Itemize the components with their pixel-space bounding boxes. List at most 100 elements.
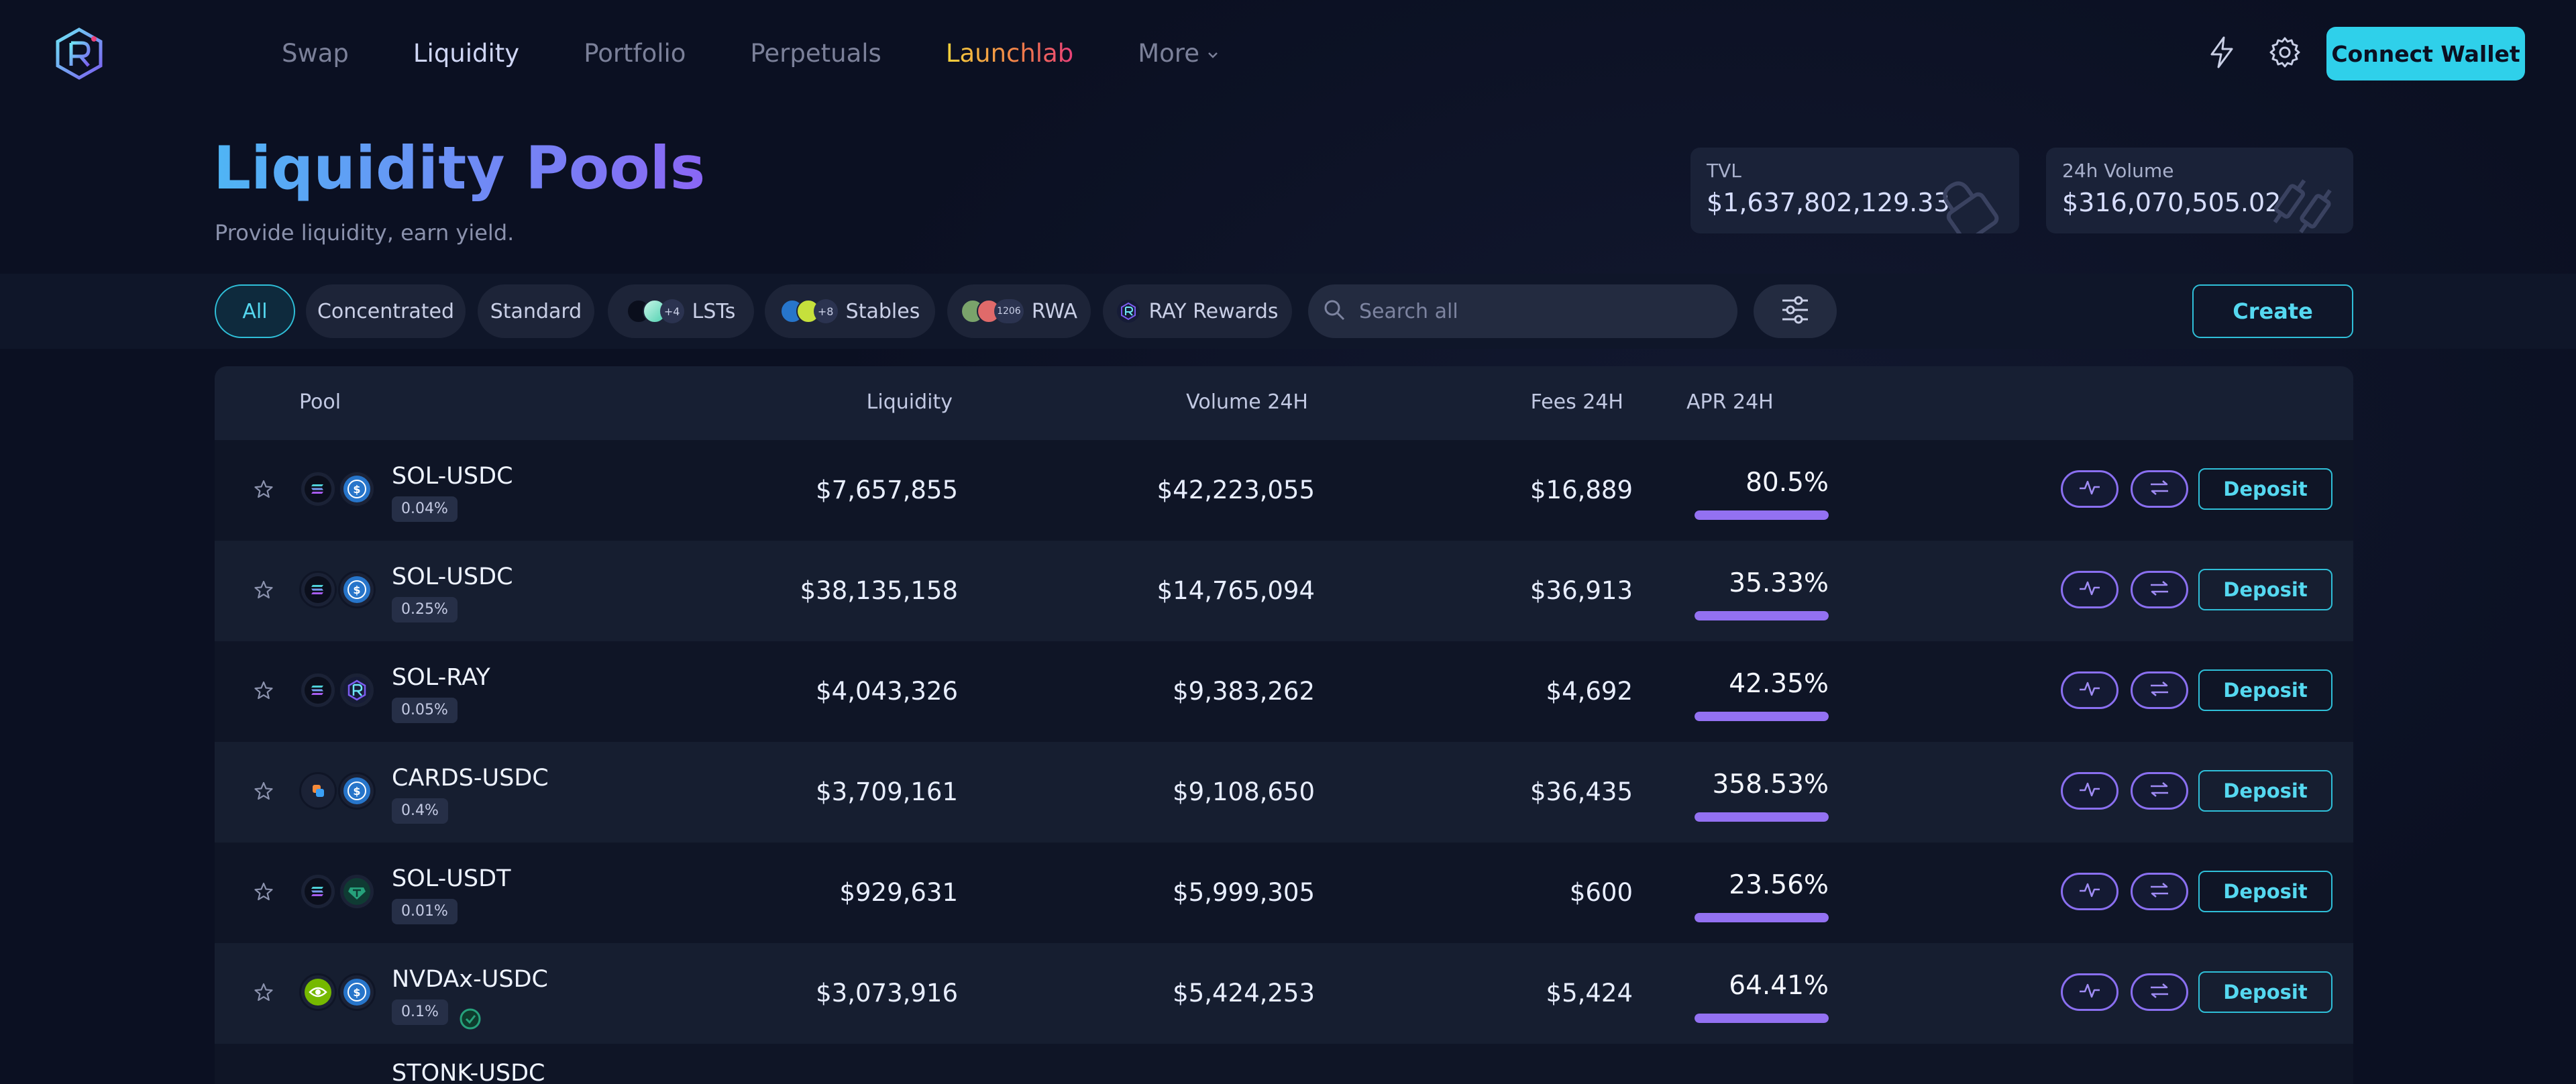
table-row[interactable]: $ CARDS-USDC 0.4% $3,709,161 $9,108,650 … <box>215 742 2353 843</box>
filter-lsts[interactable]: +4 LSTs <box>608 284 754 338</box>
swap-arrows-icon <box>2148 580 2171 600</box>
advanced-filter-button[interactable] <box>1754 284 1837 338</box>
pool-chart-button[interactable] <box>2061 470 2118 508</box>
svg-text:$: $ <box>353 483 360 496</box>
pool-pair-name: NVDAx-USDC <box>392 966 548 993</box>
sol-token-icon <box>299 571 337 608</box>
ray-token-icon <box>338 671 376 709</box>
apr-progress-bar <box>1695 812 1829 822</box>
nav-launchlab[interactable]: Launchlab <box>946 35 1073 72</box>
deposit-button[interactable]: Deposit <box>2198 770 2332 812</box>
filter-all[interactable]: All <box>215 284 295 338</box>
apr-progress-fill <box>1695 812 1829 822</box>
pool-swap-button[interactable] <box>2131 571 2188 608</box>
pool-swap-button[interactable] <box>2131 671 2188 709</box>
filter-ray-rewards[interactable]: RAY Rewards <box>1103 284 1292 338</box>
usdc-token-icon: $ <box>338 571 376 608</box>
col-fees[interactable]: Fees 24H <box>1530 390 1623 414</box>
filter-rwa-label: RWA <box>1031 299 1078 323</box>
priority-fee-button[interactable] <box>2200 32 2243 75</box>
star-icon[interactable] <box>252 579 275 604</box>
tvl-card: TVL $1,637,802,129.33 <box>1690 148 2019 233</box>
deposit-button[interactable]: Deposit <box>2198 871 2332 912</box>
filter-concentrated[interactable]: Concentrated <box>306 284 466 338</box>
deposit-button[interactable]: Deposit <box>2198 971 2332 1013</box>
deposit-button[interactable]: Deposit <box>2198 669 2332 711</box>
tvl-label: TVL <box>1707 160 1741 182</box>
pool-swap-button[interactable] <box>2131 873 2188 910</box>
pool-volume: $14,765,094 <box>1157 576 1315 605</box>
nav-swap[interactable]: Swap <box>282 39 349 68</box>
pool-chart-button[interactable] <box>2061 973 2118 1011</box>
create-pool-button[interactable]: Create <box>2192 284 2353 338</box>
pool-fees: $16,889 <box>1529 476 1633 504</box>
nav-portfolio[interactable]: Portfolio <box>584 39 686 68</box>
pool-fee-badge: 0.01% <box>392 899 458 924</box>
apr-progress-bar <box>1695 1014 1829 1023</box>
raydium-logo-icon[interactable] <box>52 27 106 80</box>
table-row[interactable]: $ SOL-USDC 0.04% $7,657,855 $42,223,055 … <box>215 440 2353 541</box>
col-pool[interactable]: Pool <box>299 390 341 414</box>
pool-pair-name: STONK-USDC <box>392 1060 545 1084</box>
star-icon[interactable] <box>252 680 275 705</box>
nav-more[interactable]: More <box>1138 35 1220 72</box>
chart-pulse-icon <box>2078 479 2101 499</box>
table-header: Pool Liquidity Volume 24H Fees 24H APR 2… <box>215 366 2353 440</box>
pool-chart-button[interactable] <box>2061 571 2118 608</box>
pool-chart-button[interactable] <box>2061 772 2118 810</box>
pool-pair-name: CARDS-USDC <box>392 765 549 792</box>
swap-arrows-icon <box>2148 479 2171 499</box>
pool-liquidity: $7,657,855 <box>816 476 958 504</box>
star-icon[interactable] <box>252 478 275 504</box>
pool-chart-button[interactable] <box>2061 671 2118 709</box>
pool-liquidity: $929,631 <box>839 878 958 907</box>
chart-pulse-icon <box>2078 580 2101 600</box>
volume-value: $316,070,505.02 <box>2062 188 2282 217</box>
apr-progress-fill <box>1695 510 1829 520</box>
lock-icon <box>1927 169 2007 233</box>
table-row[interactable]: $ SOL-USDC 0.25% $38,135,158 $14,765,094… <box>215 541 2353 641</box>
deposit-button[interactable]: Deposit <box>2198 468 2332 510</box>
col-liquidity[interactable]: Liquidity <box>866 390 953 414</box>
pool-swap-button[interactable] <box>2131 772 2188 810</box>
nvda-token-icon <box>299 973 337 1011</box>
search-icon <box>1323 299 1346 324</box>
pool-fee-badge: 0.05% <box>392 698 458 723</box>
sol-token-icon <box>299 470 337 508</box>
table-row[interactable]: $ NVDAx-USDC 0.1% $3,073,916 $5,424,253 … <box>215 943 2353 1044</box>
sliders-icon <box>1780 295 1811 327</box>
chevron-down-icon <box>1206 35 1220 72</box>
pool-chart-button[interactable] <box>2061 873 2118 910</box>
star-icon[interactable] <box>252 780 275 806</box>
deposit-button[interactable]: Deposit <box>2198 569 2332 610</box>
filter-standard-label: Standard <box>490 299 582 323</box>
filter-standard[interactable]: Standard <box>478 284 594 338</box>
search-input[interactable] <box>1358 299 1709 324</box>
swap-arrows-icon <box>2148 680 2171 700</box>
table-row[interactable]: STONK-USDC <box>215 1044 2353 1084</box>
settings-button[interactable] <box>2263 32 2306 75</box>
nav-liquidity[interactable]: Liquidity <box>413 39 520 68</box>
usdc-token-icon: $ <box>338 470 376 508</box>
table-row[interactable]: SOL-USDT 0.01% $929,631 $5,999,305 $600 … <box>215 843 2353 943</box>
stables-more-count: +8 <box>813 299 838 323</box>
col-apr[interactable]: APR 24H <box>1686 390 1774 414</box>
filter-ray-rewards-label: RAY Rewards <box>1148 299 1279 323</box>
filter-lsts-label: LSTs <box>692 299 736 323</box>
pool-apr: 35.33% <box>1729 568 1829 598</box>
pool-volume: $5,999,305 <box>1173 878 1315 907</box>
filter-stables[interactable]: +8 Stables <box>765 284 935 338</box>
pool-swap-button[interactable] <box>2131 470 2188 508</box>
col-volume[interactable]: Volume 24H <box>1186 390 1308 414</box>
pool-swap-button[interactable] <box>2131 973 2188 1011</box>
filter-rwa[interactable]: 1206 RWA <box>947 284 1091 338</box>
chart-pulse-icon <box>2078 982 2101 1002</box>
table-row[interactable]: SOL-RAY 0.05% $4,043,326 $9,383,262 $4,6… <box>215 641 2353 742</box>
star-icon[interactable] <box>252 981 275 1007</box>
filter-concentrated-label: Concentrated <box>317 299 455 323</box>
star-icon[interactable] <box>252 881 275 906</box>
volume-card: 24h Volume $316,070,505.02 <box>2046 148 2353 233</box>
lightning-icon <box>2206 36 2237 72</box>
connect-wallet-button[interactable]: Connect Wallet <box>2326 27 2525 80</box>
nav-perpetuals[interactable]: Perpetuals <box>750 39 881 68</box>
